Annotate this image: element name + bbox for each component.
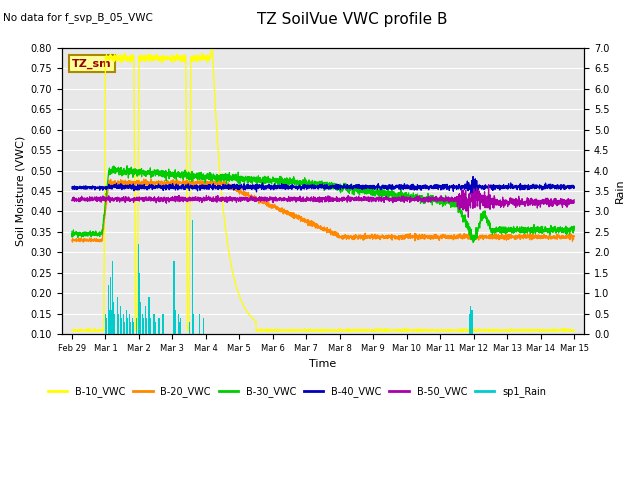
Bar: [133, 322, 134, 334]
Bar: [139, 273, 140, 334]
Bar: [106, 318, 107, 334]
Bar: [198, 314, 200, 334]
Bar: [116, 298, 118, 334]
Bar: [193, 314, 194, 334]
Bar: [112, 314, 113, 334]
Bar: [132, 318, 134, 334]
Bar: [121, 318, 122, 334]
Text: No data for f_svp_B_05_VWC: No data for f_svp_B_05_VWC: [3, 12, 153, 23]
Y-axis label: Rain: Rain: [615, 179, 625, 204]
Bar: [154, 314, 155, 334]
Bar: [120, 306, 121, 334]
Bar: [178, 314, 179, 334]
Bar: [146, 318, 147, 334]
Bar: [199, 322, 200, 334]
Bar: [108, 301, 109, 334]
Y-axis label: Soil Moisture (VWC): Soil Moisture (VWC): [15, 136, 25, 246]
Bar: [110, 277, 111, 334]
Bar: [149, 318, 150, 334]
Bar: [127, 318, 128, 334]
Bar: [469, 314, 470, 334]
Bar: [138, 244, 140, 334]
Legend: B-10_VWC, B-20_VWC, B-30_VWC, B-40_VWC, B-50_VWC, sp1_Rain: B-10_VWC, B-20_VWC, B-30_VWC, B-40_VWC, …: [44, 383, 550, 401]
Bar: [141, 314, 143, 334]
Bar: [109, 310, 110, 334]
Bar: [140, 301, 141, 334]
Bar: [114, 314, 115, 334]
Bar: [145, 306, 146, 334]
Bar: [124, 322, 125, 334]
Bar: [142, 318, 143, 334]
Bar: [472, 310, 473, 334]
Bar: [203, 318, 204, 334]
Bar: [118, 314, 119, 334]
Bar: [111, 310, 112, 334]
Bar: [470, 306, 471, 334]
Bar: [179, 322, 180, 334]
Bar: [136, 318, 137, 334]
Bar: [130, 322, 131, 334]
Bar: [125, 310, 127, 334]
Bar: [113, 301, 115, 334]
Bar: [192, 220, 193, 334]
Bar: [173, 261, 175, 334]
Bar: [105, 314, 106, 334]
Text: TZ_sm: TZ_sm: [72, 59, 112, 69]
Bar: [163, 314, 164, 334]
Bar: [175, 318, 177, 334]
Text: TZ SoilVue VWC profile B: TZ SoilVue VWC profile B: [257, 12, 447, 27]
X-axis label: Time: Time: [309, 359, 337, 369]
Bar: [148, 298, 150, 334]
Bar: [180, 318, 181, 334]
Bar: [108, 285, 109, 334]
Bar: [111, 261, 113, 334]
Bar: [470, 318, 472, 334]
Bar: [129, 314, 130, 334]
Bar: [154, 322, 156, 334]
